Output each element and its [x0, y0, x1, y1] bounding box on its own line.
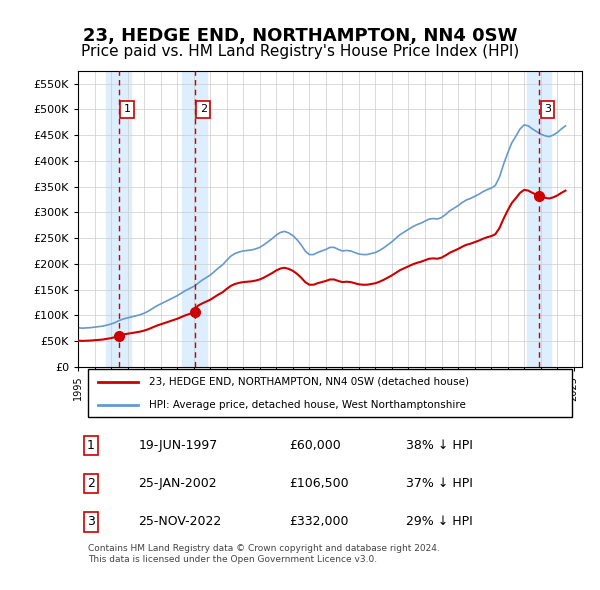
- Bar: [527, 71, 551, 367]
- Bar: [106, 71, 131, 367]
- Text: 37% ↓ HPI: 37% ↓ HPI: [406, 477, 472, 490]
- Text: 38% ↓ HPI: 38% ↓ HPI: [406, 439, 472, 452]
- Text: 1: 1: [124, 104, 131, 114]
- Text: 23, HEDGE END, NORTHAMPTON, NN4 0SW (detached house): 23, HEDGE END, NORTHAMPTON, NN4 0SW (det…: [149, 376, 469, 386]
- Text: 23, HEDGE END, NORTHAMPTON, NN4 0SW: 23, HEDGE END, NORTHAMPTON, NN4 0SW: [83, 27, 517, 45]
- Text: 29% ↓ HPI: 29% ↓ HPI: [406, 516, 472, 529]
- Bar: [182, 71, 207, 367]
- Text: 25-JAN-2002: 25-JAN-2002: [139, 477, 217, 490]
- Text: 2: 2: [86, 477, 95, 490]
- FancyBboxPatch shape: [88, 369, 572, 417]
- Text: Price paid vs. HM Land Registry's House Price Index (HPI): Price paid vs. HM Land Registry's House …: [81, 44, 519, 59]
- Text: HPI: Average price, detached house, West Northamptonshire: HPI: Average price, detached house, West…: [149, 400, 466, 410]
- Text: 19-JUN-1997: 19-JUN-1997: [139, 439, 218, 452]
- Text: 3: 3: [544, 104, 551, 114]
- Text: 2: 2: [200, 104, 207, 114]
- Text: £60,000: £60,000: [290, 439, 341, 452]
- Text: £332,000: £332,000: [290, 516, 349, 529]
- Text: 1: 1: [86, 439, 95, 452]
- Text: 3: 3: [86, 516, 95, 529]
- Text: Contains HM Land Registry data © Crown copyright and database right 2024.
This d: Contains HM Land Registry data © Crown c…: [88, 545, 440, 564]
- Text: 25-NOV-2022: 25-NOV-2022: [139, 516, 222, 529]
- Text: £106,500: £106,500: [290, 477, 349, 490]
